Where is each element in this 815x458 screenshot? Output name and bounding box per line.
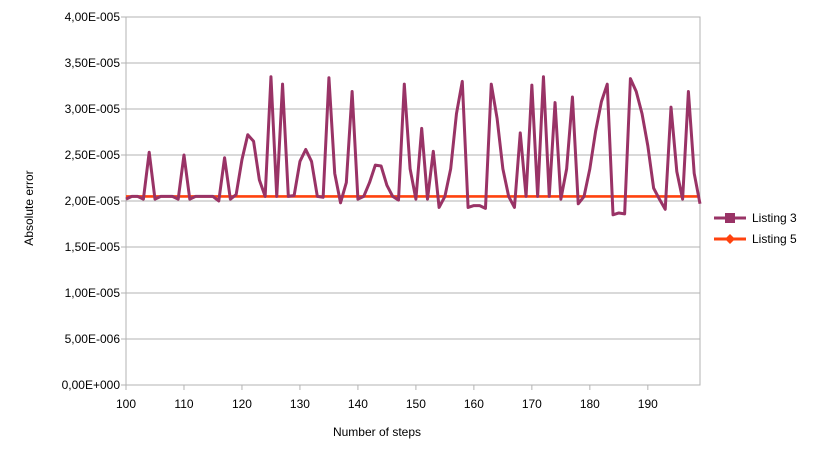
y-tick-label: 1,50E-005 [65, 240, 121, 254]
x-tick-label: 130 [290, 397, 310, 411]
x-axis: 100 110 120 130 140 150 160 170 180 190 [116, 385, 658, 411]
y-tick-label: 2,50E-005 [65, 148, 121, 162]
legend-label: Listing 3 [752, 211, 797, 225]
x-tick-label: 150 [406, 397, 426, 411]
y-axis: 0,00E+000 5,00E-006 1,00E-005 1,50E-005 2,00… [62, 10, 126, 392]
legend-item: Listing 3 [714, 211, 797, 225]
x-tick-label: 180 [580, 397, 600, 411]
series-layer [125, 75, 702, 217]
legend-marker-diamond [725, 234, 735, 244]
legend: Listing 3 Listing 5 [714, 211, 797, 246]
x-tick-label: 170 [522, 397, 542, 411]
x-tick-label: 140 [348, 397, 368, 411]
y-tick-label: 3,50E-005 [65, 56, 121, 70]
x-tick-label: 100 [116, 397, 136, 411]
y-tick-label: 0,00E+000 [62, 378, 121, 392]
legend-marker-square [725, 213, 735, 223]
y-tick-label: 3,00E-005 [65, 102, 121, 116]
y-tick-label: 5,00E-006 [65, 332, 121, 346]
x-tick-label: 110 [174, 397, 193, 411]
y-tick-label: 1,00E-005 [65, 286, 121, 300]
x-tick-label: 120 [232, 397, 252, 411]
legend-item: Listing 5 [714, 232, 797, 246]
legend-label: Listing 5 [752, 232, 797, 246]
x-tick-label: 190 [638, 397, 658, 411]
series-line-listing-3 [125, 75, 702, 217]
x-axis-title: Number of steps [333, 425, 421, 439]
x-tick-label: 160 [464, 397, 484, 411]
y-axis-title: Absolute error [22, 170, 36, 245]
y-tick-label: 4,00E-005 [65, 10, 121, 24]
y-tick-label: 2,00E-005 [65, 194, 121, 208]
